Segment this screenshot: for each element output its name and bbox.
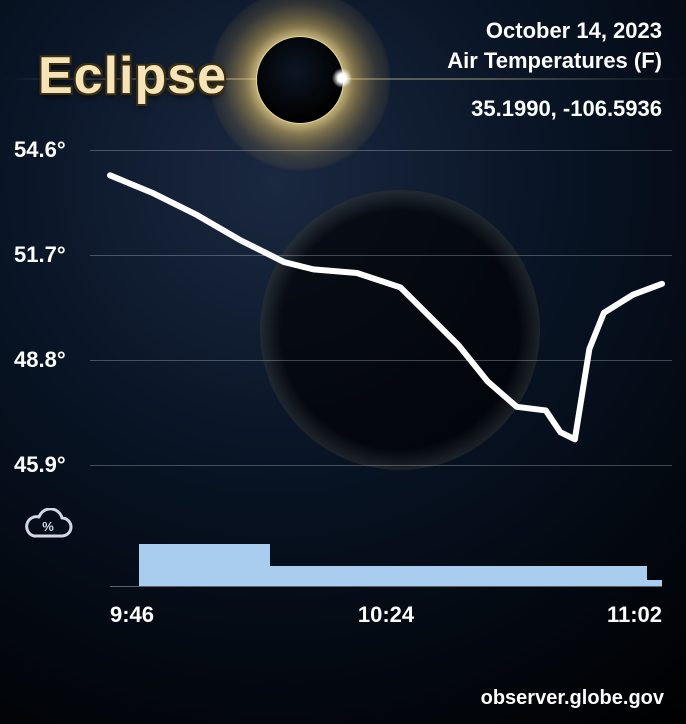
cloud-bar-segment — [270, 566, 648, 586]
header-coordinates: 35.1990, -106.5936 — [471, 96, 662, 122]
cloud-percent-icon: % — [22, 508, 74, 549]
cloud-cover-bars — [110, 516, 662, 586]
chart-area: 54.6°51.7°48.8°45.9° % 9:4610:2411:02 — [0, 150, 686, 630]
eclipse-graphic-top — [210, 0, 390, 170]
x-tick-label: 9:46 — [110, 602, 154, 628]
eclipse-infographic: Eclipse October 14, 2023 Air Temperature… — [0, 0, 686, 724]
page-title: Eclipse — [38, 46, 227, 106]
footer-source: observer.globe.gov — [481, 687, 664, 710]
diamond-ring-flare — [332, 68, 352, 88]
temperature-line-chart — [110, 150, 662, 490]
moon-disc — [257, 37, 343, 123]
temperature-series-line — [110, 175, 662, 439]
header-date: October 14, 2023 — [486, 18, 662, 44]
x-tick-label: 10:24 — [358, 602, 414, 628]
y-tick-label: 48.8° — [14, 347, 66, 373]
header-parameter: Air Temperatures (F) — [447, 48, 662, 74]
y-tick-label: 51.7° — [14, 242, 66, 268]
svg-text:%: % — [42, 519, 54, 534]
sun-corona — [210, 0, 390, 170]
x-axis-baseline — [110, 586, 662, 587]
cloud-bar-segment — [139, 544, 270, 586]
y-tick-label: 54.6° — [14, 137, 66, 163]
y-tick-label: 45.9° — [14, 452, 66, 478]
x-tick-label: 11:02 — [607, 602, 662, 628]
